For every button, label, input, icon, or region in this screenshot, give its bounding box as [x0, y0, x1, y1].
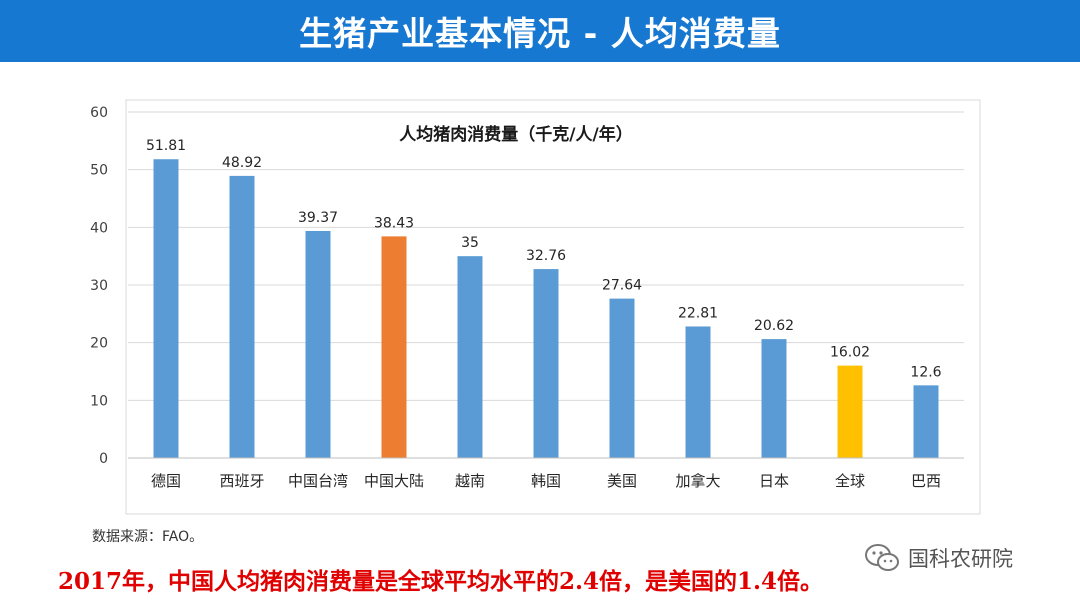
bar [153, 159, 179, 458]
y-tick-label: 60 [90, 105, 108, 121]
bar [837, 365, 863, 458]
x-tick-label: 德国 [151, 472, 181, 490]
x-tick-label: 日本 [759, 472, 789, 490]
conclusion-text: 2017年，中国人均猪肉消费量是全球平均水平的2.4倍，是美国的1.4倍。 [58, 568, 824, 595]
bar [533, 269, 559, 458]
y-tick-label: 0 [99, 451, 108, 467]
bar [609, 298, 635, 458]
data-label: 51.81 [146, 138, 186, 154]
data-label: 27.64 [602, 278, 642, 294]
y-tick-label: 50 [90, 163, 108, 179]
y-tick-label: 40 [90, 220, 108, 236]
chart-area: 0 10 20 30 40 50 60 人均猪肉消费量（千克/人/年） 51.81 德国 48.92… [82, 96, 982, 518]
source-note: 数据来源：FAO。 [92, 529, 204, 545]
x-tick-label: 全球 [835, 472, 865, 490]
wechat-icon [865, 544, 899, 571]
data-label: 32.76 [526, 248, 566, 264]
x-tick-label: 越南 [455, 472, 485, 490]
data-label: 20.62 [754, 318, 794, 334]
x-tick-label: 西班牙 [219, 472, 264, 490]
data-label: 16.02 [830, 345, 870, 361]
bar [381, 236, 407, 458]
data-label: 35 [461, 235, 479, 251]
y-tick-label: 30 [90, 278, 108, 294]
data-label: 12.6 [910, 364, 941, 380]
data-label: 38.43 [374, 215, 414, 231]
bar [457, 256, 483, 458]
y-tick-label: 10 [90, 393, 108, 409]
title-banner: 生猪产业基本情况 - 人均消费量 [0, 0, 1080, 62]
x-tick-label: 中国台湾 [288, 472, 348, 490]
data-label: 39.37 [298, 210, 338, 226]
bar [305, 230, 331, 458]
x-tick-label: 美国 [607, 472, 637, 490]
x-tick-label: 巴西 [911, 472, 941, 490]
bar [761, 339, 787, 458]
bar [229, 175, 255, 459]
page-title: 生猪产业基本情况 - 人均消费量 [299, 14, 781, 53]
y-tick-label: 20 [90, 336, 108, 352]
x-tick-label: 韩国 [531, 472, 561, 490]
x-tick-label: 加拿大 [675, 472, 720, 490]
chart-title: 人均猪肉消费量（千克/人/年） [399, 124, 632, 145]
watermark: 国科农研院 [864, 541, 1013, 575]
data-label: 22.81 [678, 305, 718, 321]
x-tick-label: 中国大陆 [364, 472, 424, 490]
data-label: 48.92 [222, 155, 262, 171]
watermark-text: 国科农研院 [908, 547, 1013, 571]
bar [685, 326, 711, 458]
bar [913, 385, 939, 458]
bar-chart: 0 10 20 30 40 50 60 人均猪肉消费量（千克/人/年） 51.81 德国 48.92… [90, 99, 981, 515]
